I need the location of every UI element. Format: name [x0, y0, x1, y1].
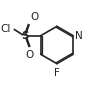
- Text: O: O: [31, 12, 39, 22]
- Text: Cl: Cl: [0, 24, 10, 34]
- Text: N: N: [75, 31, 83, 41]
- Text: S: S: [21, 31, 29, 41]
- Text: F: F: [54, 68, 60, 78]
- Text: O: O: [26, 50, 34, 60]
